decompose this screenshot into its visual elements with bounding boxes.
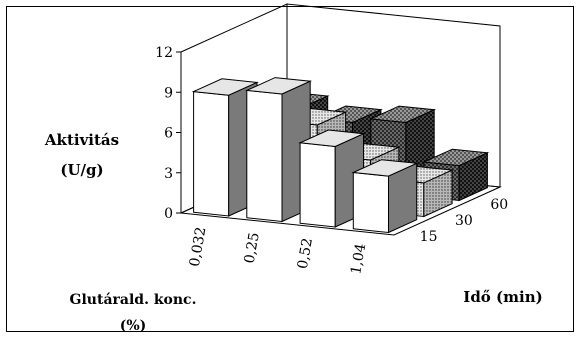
y-tick-label: 12 — [155, 45, 173, 61]
x-tick-label: 0,25 — [242, 231, 263, 264]
y-axis-label-line2: (U/g) — [60, 161, 103, 179]
x-tick-label: 0,032 — [187, 226, 210, 268]
y-tick-label: 6 — [164, 126, 173, 142]
y-axis-label-line1: Aktivitás — [44, 131, 119, 149]
chart-frame — [6, 6, 574, 332]
z-tick-label: 60 — [490, 197, 508, 213]
x-axis-label-line1: Glutárald. konc. — [70, 292, 197, 308]
chart-bars — [191, 77, 490, 234]
y-tick-label: 0 — [164, 206, 173, 222]
y-tick-label: 9 — [164, 85, 173, 101]
z-tick-label: 15 — [420, 229, 438, 245]
chart-axes: 0 3 6 9 12 0,032 0,25 0,52 1,04 15 30 60 — [155, 45, 508, 276]
x-tick-label: 1,04 — [348, 242, 369, 276]
x-tick-label: 0,52 — [295, 237, 316, 270]
z-tick-label: 30 — [455, 213, 473, 229]
y-tick-label: 3 — [164, 166, 173, 182]
z-axis-label: Idő (min) — [463, 288, 542, 306]
x-axis-label-line2: (%) — [120, 318, 147, 334]
bar-15-1,04 — [351, 159, 419, 234]
